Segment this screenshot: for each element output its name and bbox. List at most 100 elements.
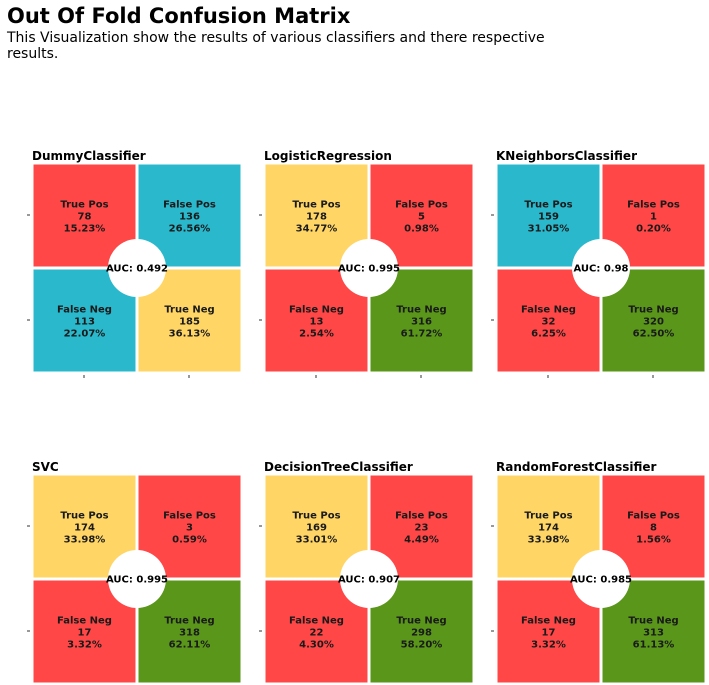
auc-circle xyxy=(340,550,398,608)
cell-label: True Pos xyxy=(292,511,340,522)
cell-percent: 61.72% xyxy=(401,329,443,340)
cell-count: 32 xyxy=(542,317,556,328)
cell-percent: 62.11% xyxy=(169,640,211,651)
cell-label: False Pos xyxy=(163,511,216,522)
auc-circle xyxy=(572,550,630,608)
cell-percent: 0.59% xyxy=(172,535,207,546)
cell-count: 13 xyxy=(310,317,324,328)
cell-label: False Neg xyxy=(521,616,576,627)
cell-label: True Neg xyxy=(164,616,214,627)
auc-label: AUC: 0.995 xyxy=(338,264,400,275)
cell-label: True Neg xyxy=(628,305,678,316)
cell-count: 17 xyxy=(78,628,92,639)
cell-label: True Pos xyxy=(524,511,572,522)
cell-percent: 33.98% xyxy=(64,535,106,546)
cell-count: 169 xyxy=(306,523,327,534)
cell-count: 313 xyxy=(643,628,664,639)
cell-percent: 33.98% xyxy=(528,535,570,546)
cell-percent: 36.13% xyxy=(169,329,211,340)
cell-count: 23 xyxy=(415,523,429,534)
cell-label: True Neg xyxy=(164,305,214,316)
cell-label: True Neg xyxy=(396,616,446,627)
confusion-matrix-panel: DummyClassifier True Pos 78 15.23% False Po… xyxy=(27,149,242,378)
confusion-matrix-panel: DecisionTreeClassifier True Pos 169 33.01%… xyxy=(259,460,474,685)
page-subtitle: This Visualization show the results of v… xyxy=(7,30,545,62)
cell-count: 174 xyxy=(538,523,559,534)
cell-label: True Pos xyxy=(292,200,340,211)
cell-label: True Neg xyxy=(396,305,446,316)
cell-count: 159 xyxy=(538,212,559,223)
cell-count: 78 xyxy=(78,212,92,223)
cell-count: 298 xyxy=(411,628,432,639)
confusion-matrix-panel: RandomForestClassifier True Pos 174 33.98%… xyxy=(491,460,706,685)
cell-label: False Pos xyxy=(395,511,448,522)
cell-percent: 61.13% xyxy=(633,640,675,651)
cell-count: 185 xyxy=(179,317,200,328)
cell-label: False Neg xyxy=(521,305,576,316)
cell-percent: 34.77% xyxy=(296,224,338,235)
cell-label: False Neg xyxy=(57,305,112,316)
cell-percent: 4.49% xyxy=(404,535,439,546)
cell-label: False Neg xyxy=(289,616,344,627)
cell-percent: 3.32% xyxy=(531,640,566,651)
cell-percent: 1.56% xyxy=(636,535,671,546)
panel-title: DummyClassifier xyxy=(32,149,146,163)
cell-label: False Pos xyxy=(163,200,216,211)
cell-percent: 62.50% xyxy=(633,329,675,340)
confusion-matrix-panel: SVC True Pos 174 33.98% False Pos 3 0.59% Fals… xyxy=(27,460,242,685)
cell-count: 318 xyxy=(179,628,200,639)
cell-percent: 0.98% xyxy=(404,224,439,235)
cell-label: False Neg xyxy=(57,616,112,627)
cell-count: 316 xyxy=(411,317,432,328)
cell-percent: 3.32% xyxy=(67,640,102,651)
auc-label: AUC: 0.985 xyxy=(570,575,632,586)
cell-percent: 58.20% xyxy=(401,640,443,651)
cell-count: 136 xyxy=(179,212,200,223)
cell-percent: 15.23% xyxy=(64,224,106,235)
cell-percent: 31.05% xyxy=(528,224,570,235)
cell-label: False Neg xyxy=(289,305,344,316)
cell-percent: 22.07% xyxy=(64,329,106,340)
confusion-matrix-panel: KNeighborsClassifier True Pos 159 31.05% Fa… xyxy=(491,149,706,378)
auc-label: AUC: 0.995 xyxy=(106,575,168,586)
panel-title: KNeighborsClassifier xyxy=(496,149,637,163)
cell-percent: 2.54% xyxy=(299,329,334,340)
auc-circle xyxy=(108,239,166,297)
cell-count: 17 xyxy=(542,628,556,639)
cell-count: 8 xyxy=(650,523,657,534)
auc-label: AUC: 0.98 xyxy=(573,264,628,275)
cell-count: 113 xyxy=(74,317,95,328)
cell-count: 320 xyxy=(643,317,664,328)
auc-label: AUC: 0.907 xyxy=(338,575,400,586)
cell-percent: 0.20% xyxy=(636,224,671,235)
panel-title: DecisionTreeClassifier xyxy=(264,460,413,474)
cell-percent: 26.56% xyxy=(169,224,211,235)
auc-label: AUC: 0.492 xyxy=(106,264,168,275)
cell-label: False Pos xyxy=(627,511,680,522)
cell-count: 22 xyxy=(310,628,324,639)
cell-percent: 6.25% xyxy=(531,329,566,340)
cell-label: False Pos xyxy=(627,200,680,211)
cell-count: 5 xyxy=(418,212,425,223)
cell-label: True Pos xyxy=(60,511,108,522)
cell-count: 3 xyxy=(186,523,193,534)
cell-count: 174 xyxy=(74,523,95,534)
cell-label: True Pos xyxy=(60,200,108,211)
cell-count: 178 xyxy=(306,212,327,223)
confusion-matrix-panel: LogisticRegression True Pos 178 34.77% Fals… xyxy=(259,149,474,378)
page-title: Out Of Fold Confusion Matrix xyxy=(7,4,351,28)
auc-circle xyxy=(572,239,630,297)
cell-label: False Pos xyxy=(395,200,448,211)
auc-circle xyxy=(340,239,398,297)
auc-circle xyxy=(108,550,166,608)
panel-title: LogisticRegression xyxy=(264,149,392,163)
panel-title: SVC xyxy=(32,460,59,474)
cell-label: True Neg xyxy=(628,616,678,627)
panel-title: RandomForestClassifier xyxy=(496,460,657,474)
